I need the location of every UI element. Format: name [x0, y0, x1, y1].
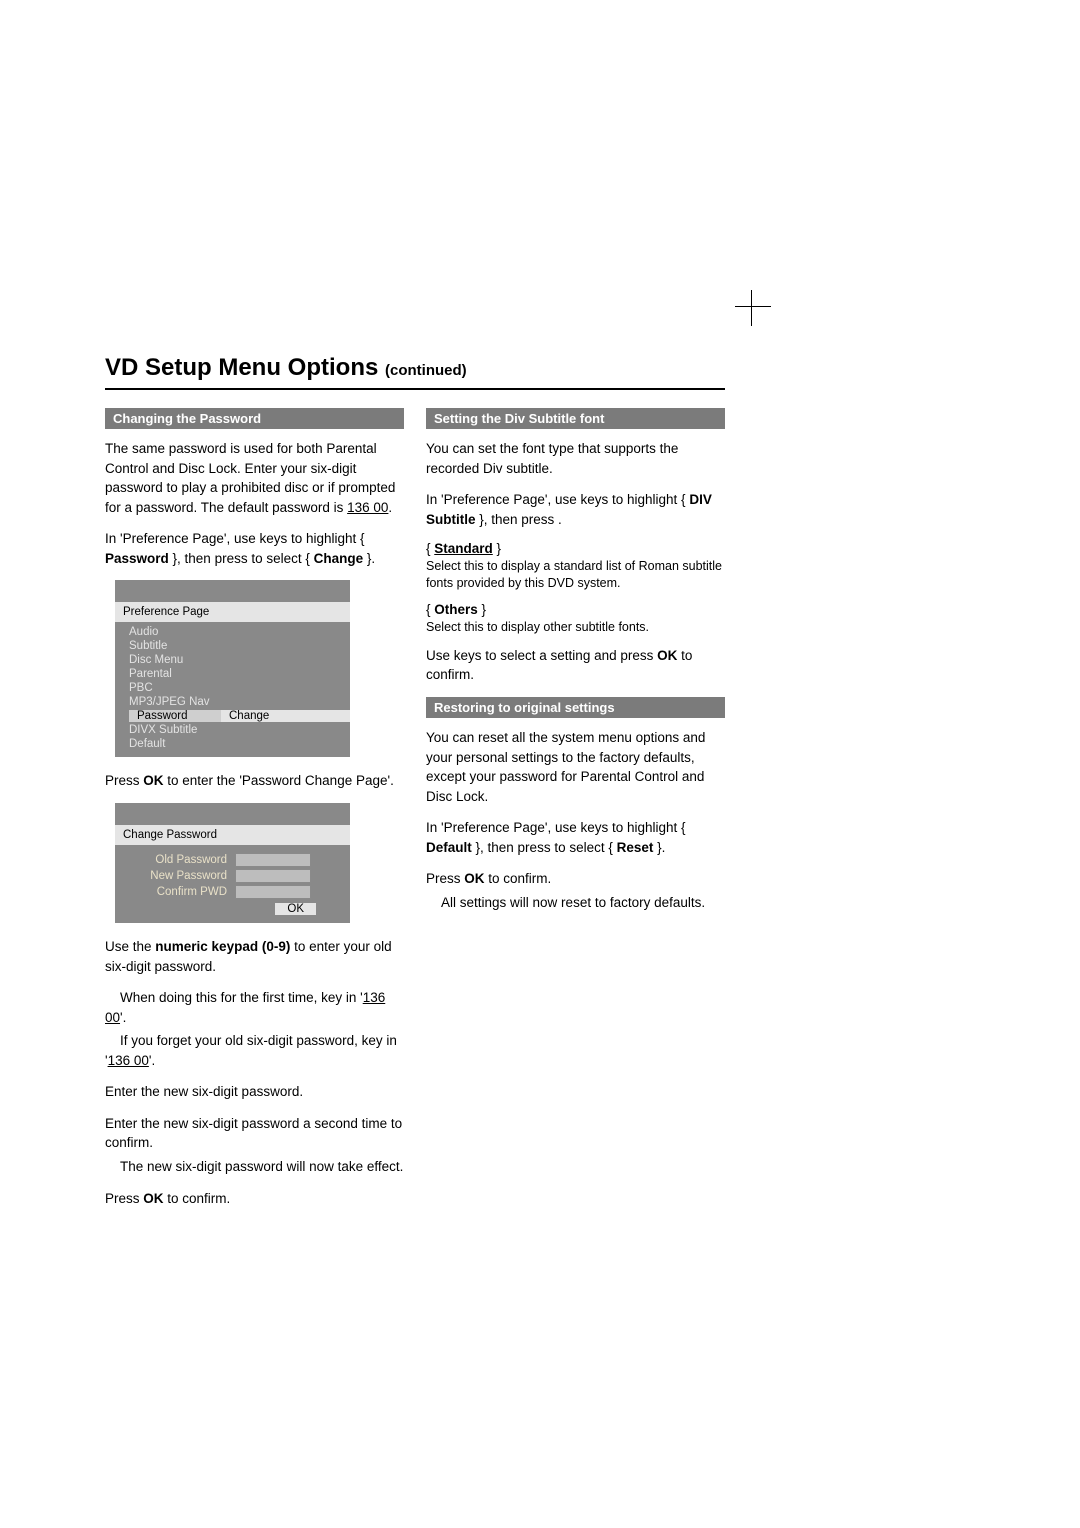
title-main: VD Setup Menu Options [105, 354, 385, 381]
option-standard-desc: Select this to display a standard list o… [426, 558, 725, 592]
menu-body: Old Password New Password Confirm PWD OK [115, 845, 350, 923]
page-title: VD Setup Menu Options (continued) [105, 354, 725, 390]
section-restore: Restoring to original settings [426, 697, 725, 718]
para-numeric-keypad: Use the numeric keypad (0-9) to enter yo… [105, 937, 404, 976]
menu-item-value: Change [221, 710, 350, 722]
row-confirm-password: Confirm PWD [125, 885, 340, 899]
row-old-password: Old Password [125, 853, 340, 867]
menu-item: Default [115, 737, 350, 751]
para-forget: If you forget your old six-digit passwor… [105, 1031, 404, 1070]
para-enter-new: Enter the new six-digit password. [105, 1082, 404, 1102]
menu-header: Change Password [115, 825, 350, 845]
left-column: Changing the Password The same password … [105, 408, 404, 1220]
menu-header: Preference Page [115, 602, 350, 622]
para-restore-nav: In 'Preference Page', use keys to highli… [426, 818, 725, 857]
password-field [235, 853, 311, 867]
para-divx-intro: You can set the font type that supports … [426, 439, 725, 478]
row-new-password: New Password [125, 869, 340, 883]
para-divx-confirm: Use keys to select a setting and press O… [426, 646, 725, 685]
ok-row: OK [125, 903, 340, 915]
para-restore-result: All settings will now reset to factory d… [426, 893, 725, 913]
menu-topbar [115, 803, 350, 825]
row-label: Old Password [125, 854, 235, 866]
title-continued: (continued) [385, 362, 467, 379]
para-first-time: When doing this for the first time, key … [105, 988, 404, 1027]
para-restore-confirm: Press OK to confirm. [426, 869, 725, 889]
para-take-effect: The new six-digit password will now take… [105, 1157, 404, 1177]
password-field [235, 869, 311, 883]
menu-item: Audio [115, 625, 350, 639]
page-content: VD Setup Menu Options (continued) Changi… [105, 354, 725, 1220]
menu-item: Disc Menu [115, 653, 350, 667]
row-label: New Password [125, 870, 235, 882]
row-label: Confirm PWD [125, 886, 235, 898]
para-intro: The same password is used for both Paren… [105, 439, 404, 517]
menu-item: PBC [115, 681, 350, 695]
menu-item-label: Password [129, 710, 221, 722]
menu-body: Audio Subtitle Disc Menu Parental PBC MP… [115, 622, 350, 757]
para-restore-intro: You can reset all the system menu option… [426, 728, 725, 806]
menu-item: DIVX Subtitle [115, 723, 350, 737]
ok-button: OK [275, 903, 316, 915]
preference-page-menu: Preference Page Audio Subtitle Disc Menu… [115, 580, 350, 757]
option-others: { Others } [426, 602, 725, 617]
password-field [235, 885, 311, 899]
menu-item: Subtitle [115, 639, 350, 653]
para-nav-password: In 'Preference Page', use keys to highli… [105, 529, 404, 568]
change-password-menu: Change Password Old Password New Passwor… [115, 803, 350, 923]
para-press-ok-change: Press OK to enter the 'Password Change P… [105, 771, 404, 791]
para-press-ok-confirm: Press OK to confirm. [105, 1189, 404, 1209]
menu-item-selected: Password Change [115, 709, 350, 723]
right-column: Setting the Div Subtitle font You can se… [426, 408, 725, 1220]
para-divx-nav: In 'Preference Page', use keys to highli… [426, 490, 725, 529]
columns: Changing the Password The same password … [105, 408, 725, 1220]
option-others-desc: Select this to display other subtitle fo… [426, 619, 725, 636]
menu-topbar [115, 580, 350, 602]
section-divx-subtitle: Setting the Div Subtitle font [426, 408, 725, 429]
para-confirm-new: Enter the new six-digit password a secon… [105, 1114, 404, 1153]
section-changing-password: Changing the Password [105, 408, 404, 429]
option-standard: { Standard } [426, 541, 725, 556]
menu-item: MP3/JPEG Nav [115, 695, 350, 709]
menu-item: Parental [115, 667, 350, 681]
